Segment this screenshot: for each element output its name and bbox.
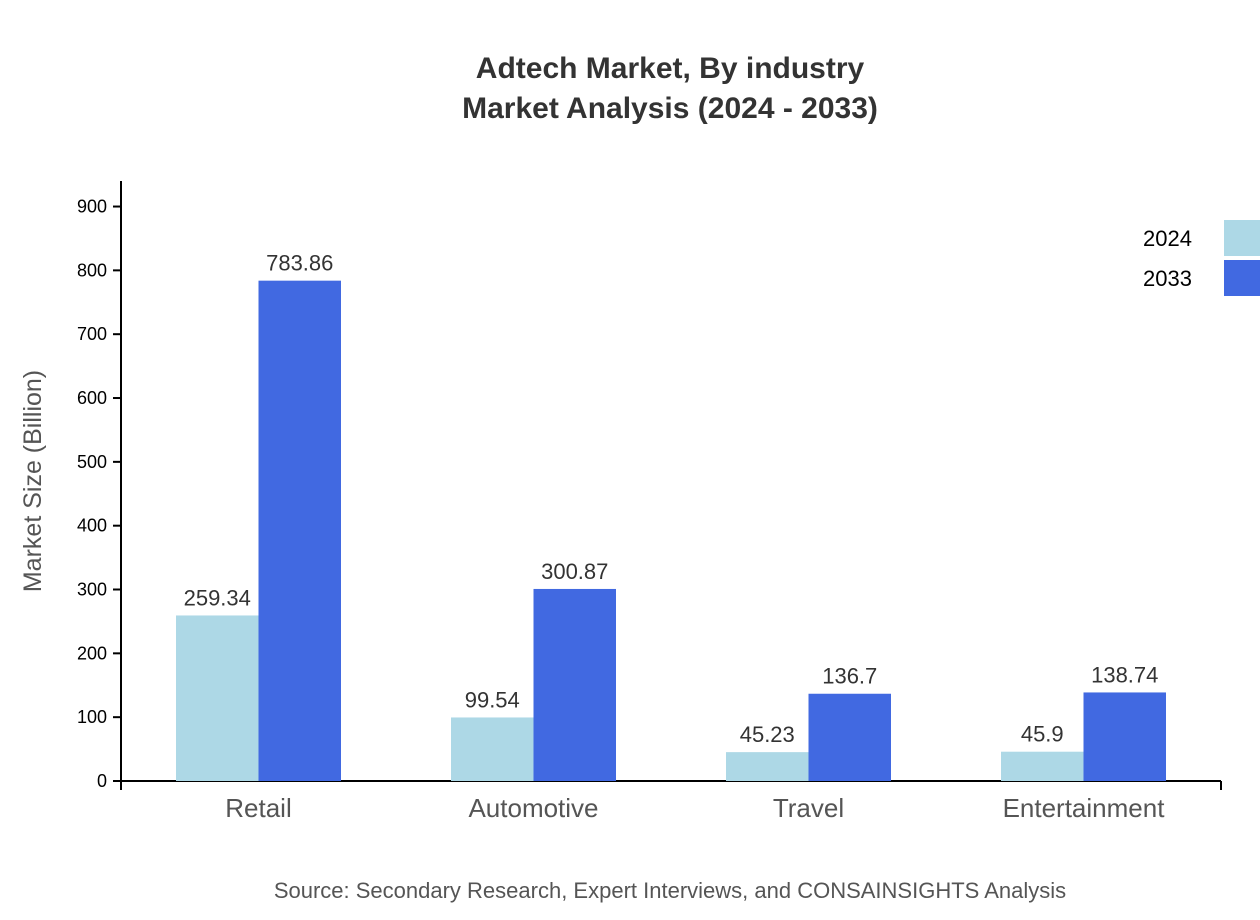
chart-title: Adtech Market, By industry: [475, 52, 865, 85]
data-label: 45.23: [740, 722, 795, 747]
legend-label: 2024: [1143, 226, 1192, 251]
bar-2024-retail: [176, 615, 259, 781]
data-label: 136.7: [822, 664, 877, 689]
y-tick-label: 0: [97, 771, 107, 791]
data-label: 300.87: [541, 559, 608, 584]
chart-subtitle: Market Analysis (2024 - 2033): [462, 92, 878, 125]
bar-2033-automotive: [533, 588, 616, 781]
y-tick-label: 500: [77, 452, 107, 472]
bar-2033-retail: [258, 280, 341, 781]
data-label: 99.54: [465, 687, 520, 712]
bar-2024-travel: [726, 752, 809, 781]
bar-2033-entertainment: [1083, 692, 1166, 781]
data-label: 138.74: [1091, 662, 1158, 687]
y-tick-label: 200: [77, 643, 107, 663]
y-axis-label: Market Size (Billion): [19, 370, 47, 592]
y-tick-label: 100: [77, 707, 107, 727]
bar-2033-travel: [808, 693, 891, 781]
y-tick-label: 900: [77, 197, 107, 217]
legend-swatch-2033: [1224, 260, 1260, 296]
bar-2024-entertainment: [1001, 751, 1084, 781]
y-tick-label: 300: [77, 580, 107, 600]
source-note: Source: Secondary Research, Expert Inter…: [273, 878, 1067, 903]
x-tick-label: Travel: [773, 793, 844, 823]
y-tick-label: 800: [77, 260, 107, 280]
x-tick-label: Entertainment: [1003, 793, 1166, 823]
bar-2024-automotive: [451, 717, 534, 781]
x-tick-label: Retail: [225, 793, 291, 823]
y-tick-label: 400: [77, 516, 107, 536]
legend-label: 2033: [1143, 266, 1192, 291]
legend-swatch-2024: [1224, 220, 1260, 256]
data-label: 259.34: [184, 585, 251, 610]
x-tick-label: Automotive: [468, 793, 598, 823]
y-tick-label: 700: [77, 324, 107, 344]
y-tick-label: 600: [77, 388, 107, 408]
data-label: 783.86: [266, 251, 333, 276]
data-label: 45.9: [1021, 722, 1064, 747]
